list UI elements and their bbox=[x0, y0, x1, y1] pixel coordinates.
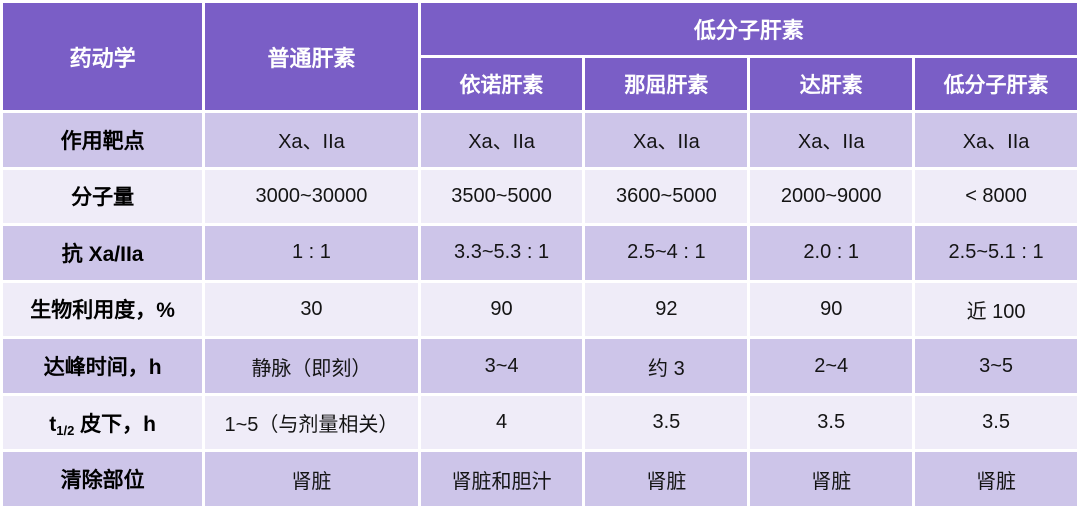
table-row-tmax: 达峰时间，h 静脉（即刻） 3~4 约 3 2~4 3~5 bbox=[3, 339, 1077, 393]
table-header: 药动学 普通肝素 低分子肝素 依诺肝素 那屈肝素 达肝素 低分子肝素 bbox=[3, 3, 1077, 110]
row-label-clearance: 清除部位 bbox=[3, 452, 203, 506]
cell: 3~5 bbox=[915, 339, 1077, 393]
cell: 肾脏 bbox=[205, 452, 418, 506]
cell: < 8000 bbox=[915, 169, 1077, 224]
cell: 4 bbox=[420, 395, 583, 450]
table-body: 作用靶点 Xa、IIa Xa、IIa Xa、IIa Xa、IIa Xa、IIa … bbox=[3, 113, 1077, 506]
cell: 3.3~5.3 : 1 bbox=[420, 226, 583, 280]
header-unfractionated-heparin: 普通肝素 bbox=[205, 3, 418, 110]
cell: 2.5~5.1 : 1 bbox=[915, 226, 1077, 280]
row-label-half-life: t1/2 皮下，h bbox=[3, 395, 203, 450]
table-row-anti-xa-iia: 抗 Xa/IIa 1 : 1 3.3~5.3 : 1 2.5~4 : 1 2.0… bbox=[3, 226, 1077, 280]
row-label-tmax: 达峰时间，h bbox=[3, 339, 203, 393]
cell: 3.5 bbox=[915, 395, 1077, 450]
cell: 30 bbox=[205, 282, 418, 337]
cell: 1~5（与剂量相关） bbox=[205, 395, 418, 450]
cell: 90 bbox=[420, 282, 583, 337]
cell: 静脉（即刻） bbox=[205, 339, 418, 393]
cell: 1 : 1 bbox=[205, 226, 418, 280]
half-life-t: t bbox=[49, 412, 57, 436]
cell: 肾脏和胆汁 bbox=[420, 452, 583, 506]
cell: 3~4 bbox=[420, 339, 583, 393]
cell: 2.5~4 : 1 bbox=[585, 226, 748, 280]
cell: 3.5 bbox=[750, 395, 913, 450]
cell: 3000~30000 bbox=[205, 169, 418, 224]
half-life-rest: 皮下，h bbox=[74, 412, 156, 436]
cell: Xa、IIa bbox=[915, 113, 1077, 167]
cell: 肾脏 bbox=[750, 452, 913, 506]
cell: 90 bbox=[750, 282, 913, 337]
cell: 肾脏 bbox=[915, 452, 1077, 506]
cell: 3.5 bbox=[585, 395, 748, 450]
half-life-subscript: 1/2 bbox=[56, 422, 75, 438]
table-row-half-life: t1/2 皮下，h 1~5（与剂量相关） 4 3.5 3.5 3.5 bbox=[3, 395, 1077, 450]
row-label-anti-xa-iia: 抗 Xa/IIa bbox=[3, 226, 203, 280]
cell: 92 bbox=[585, 282, 748, 337]
cell: 2000~9000 bbox=[750, 169, 913, 224]
cell: 近 100 bbox=[915, 282, 1077, 337]
header-enoxaparin: 依诺肝素 bbox=[420, 58, 583, 110]
cell: Xa、IIa bbox=[205, 113, 418, 167]
cell: 3500~5000 bbox=[420, 169, 583, 224]
cell: 约 3 bbox=[585, 339, 748, 393]
row-label-bioavailability: 生物利用度，% bbox=[3, 282, 203, 337]
cell: Xa、IIa bbox=[750, 113, 913, 167]
header-dalteparin: 达肝素 bbox=[750, 58, 913, 110]
cell: 肾脏 bbox=[585, 452, 748, 506]
table-row-clearance: 清除部位 肾脏 肾脏和胆汁 肾脏 肾脏 肾脏 bbox=[3, 452, 1077, 506]
cell: Xa、IIa bbox=[420, 113, 583, 167]
cell: 3600~5000 bbox=[585, 169, 748, 224]
header-lmwh-column: 低分子肝素 bbox=[915, 58, 1077, 110]
header-pharmacokinetics: 药动学 bbox=[3, 3, 203, 110]
row-label-target: 作用靶点 bbox=[3, 113, 203, 167]
header-nadroparin: 那屈肝素 bbox=[585, 58, 748, 110]
cell: 2~4 bbox=[750, 339, 913, 393]
header-lmwh-group: 低分子肝素 bbox=[420, 3, 1077, 55]
table-row-target: 作用靶点 Xa、IIa Xa、IIa Xa、IIa Xa、IIa Xa、IIa bbox=[3, 113, 1077, 167]
cell: Xa、IIa bbox=[585, 113, 748, 167]
table-row-bioavailability: 生物利用度，% 30 90 92 90 近 100 bbox=[3, 282, 1077, 337]
cell: 2.0 : 1 bbox=[750, 226, 913, 280]
table-row-molecular-weight: 分子量 3000~30000 3500~5000 3600~5000 2000~… bbox=[3, 169, 1077, 224]
row-label-molecular-weight: 分子量 bbox=[3, 169, 203, 224]
